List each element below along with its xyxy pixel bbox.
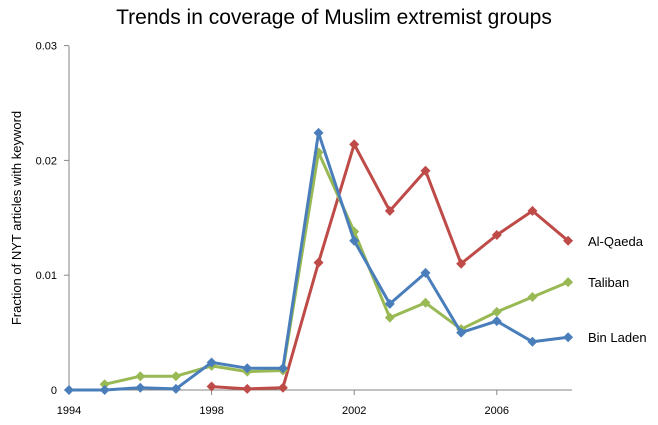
diamond-marker: [64, 385, 74, 395]
diamond-marker: [491, 230, 502, 241]
diamond-marker: [206, 357, 217, 368]
diamond-marker: [349, 235, 360, 246]
x-tick-label: 2006: [485, 405, 509, 417]
y-tick-label: 0.01: [36, 270, 57, 282]
diamond-marker: [456, 258, 467, 269]
diamond-marker: [170, 383, 181, 394]
y-tick-label: 0.03: [36, 41, 57, 53]
y-tick-label: 0.02: [36, 155, 57, 167]
diamond-marker: [527, 292, 538, 303]
diamond-marker: [456, 327, 467, 338]
series-label-al-qaeda: Al-Qaeda: [588, 234, 644, 249]
y-axis-label: Fraction of NYT articles with keyword: [9, 111, 24, 325]
series-al-qaeda: [206, 139, 574, 394]
diamond-marker: [491, 316, 502, 327]
diamond-marker: [384, 298, 395, 309]
series-label-bin-laden: Bin Laden: [588, 330, 647, 345]
series-group: [64, 127, 574, 395]
series-line: [211, 142, 570, 391]
diamond-marker: [384, 312, 395, 323]
diamond-marker: [242, 383, 253, 394]
diamond-marker: [313, 257, 324, 268]
y-tick-label: 0: [51, 385, 57, 397]
axes: 0 0.01 0.02 0.03 1994 1998 2002 2006: [36, 41, 572, 417]
diamond-marker: [563, 235, 574, 246]
diamond-marker: [349, 139, 360, 150]
diamond-marker: [420, 165, 431, 176]
diamond-marker: [313, 127, 324, 138]
diamond-marker: [206, 381, 217, 392]
diamond-marker: [420, 297, 431, 308]
x-tick-label: 1998: [199, 405, 223, 417]
diamond-marker: [277, 363, 288, 374]
diamond-marker: [99, 379, 110, 390]
diamond-marker: [420, 267, 431, 278]
diamond-marker: [527, 336, 538, 347]
x-tick-label: 2002: [342, 405, 366, 417]
diamond-marker: [99, 385, 110, 395]
chart-title: Trends in coverage of Muslim extremist g…: [116, 6, 552, 29]
series-line: [104, 150, 569, 386]
series-label-taliban: Taliban: [588, 275, 629, 290]
diamond-marker: [170, 371, 181, 382]
diamond-marker: [384, 205, 395, 216]
series-labels: Al-Qaeda Taliban Bin Laden: [588, 234, 647, 345]
diamond-marker: [491, 306, 502, 317]
diamond-marker: [527, 205, 538, 216]
diamond-marker: [242, 363, 253, 374]
diamond-marker: [277, 382, 288, 393]
diamond-marker: [135, 371, 146, 382]
diamond-marker: [563, 277, 574, 288]
series-bin-laden: [64, 127, 574, 395]
x-tick-label: 1994: [57, 405, 81, 417]
diamond-marker: [563, 332, 574, 343]
diamond-marker: [135, 382, 146, 393]
